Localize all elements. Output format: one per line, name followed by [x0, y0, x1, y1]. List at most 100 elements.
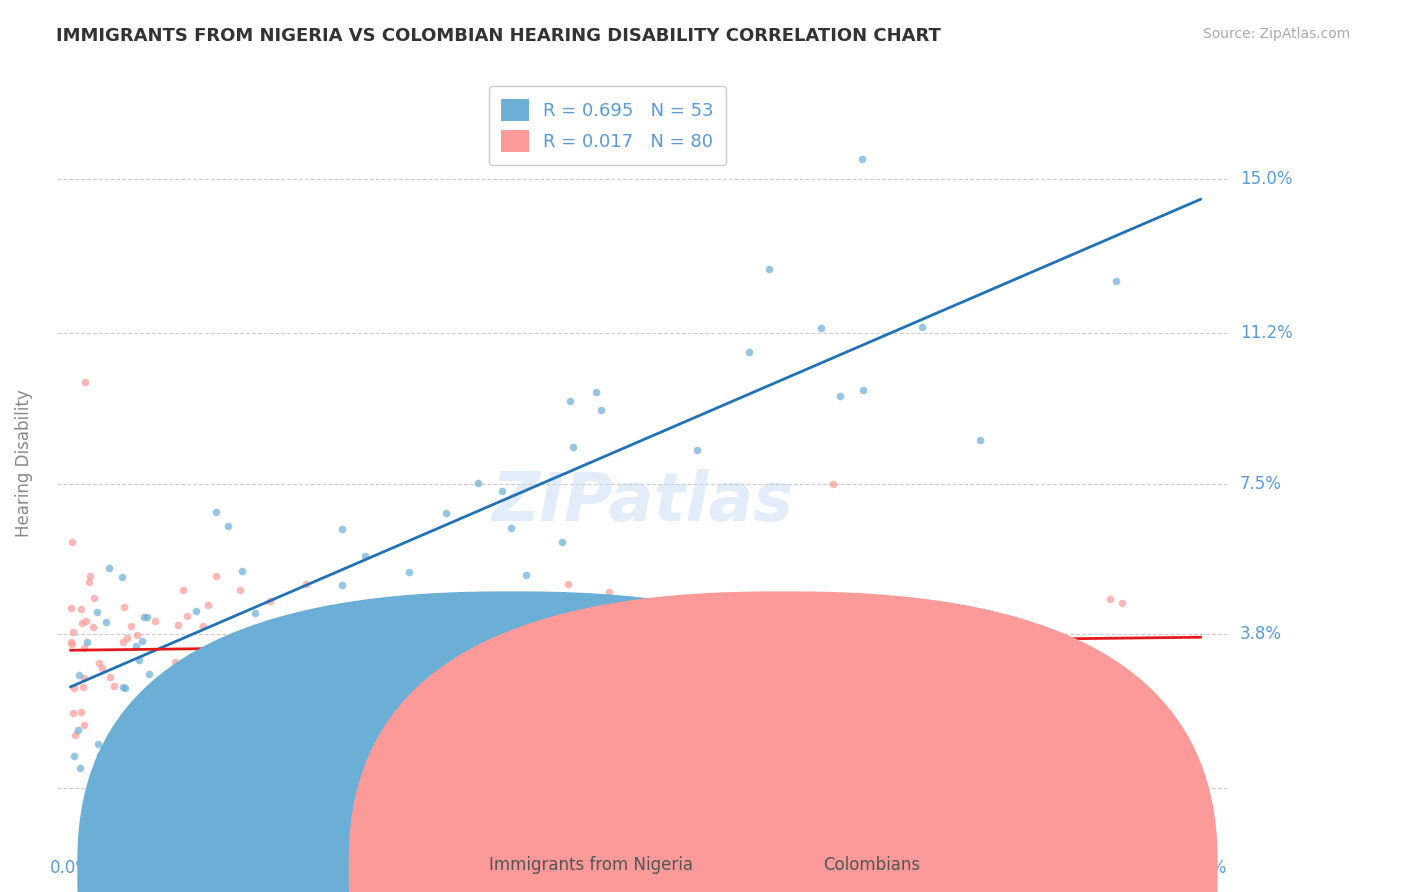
Point	[321, 648, 343, 663]
Point	[73, 640, 96, 655]
Point	[60, 600, 83, 615]
Point	[243, 607, 266, 621]
Text: 7.5%: 7.5%	[1240, 475, 1282, 492]
Point	[197, 598, 219, 612]
Point	[515, 568, 537, 582]
Point	[217, 518, 239, 533]
Point	[231, 564, 253, 578]
Point	[98, 670, 121, 684]
Point	[533, 615, 555, 629]
Point	[229, 582, 252, 597]
Point	[67, 723, 90, 737]
Point	[70, 615, 93, 630]
Point	[454, 681, 477, 695]
Point	[852, 383, 875, 397]
Point	[184, 604, 207, 618]
Point	[120, 619, 142, 633]
Point	[585, 385, 607, 400]
Point	[136, 761, 159, 775]
Point	[1105, 274, 1128, 288]
Point	[295, 577, 318, 591]
Point	[405, 630, 427, 644]
Point	[167, 618, 190, 632]
Point	[557, 576, 579, 591]
Point	[205, 569, 228, 583]
Point	[551, 535, 574, 549]
Point	[281, 644, 304, 658]
Point	[851, 152, 873, 166]
Point	[686, 442, 709, 457]
Point	[398, 565, 420, 579]
Point	[434, 506, 457, 520]
Point	[114, 681, 136, 695]
Point	[467, 476, 489, 491]
Point	[738, 344, 761, 359]
Point	[911, 319, 934, 334]
Point	[73, 718, 96, 732]
Point	[62, 624, 84, 639]
Point	[112, 635, 135, 649]
Point	[259, 594, 281, 608]
Point	[834, 711, 856, 725]
Y-axis label: Hearing Disability: Hearing Disability	[15, 390, 32, 537]
Point	[76, 634, 98, 648]
Point	[79, 568, 101, 582]
Point	[112, 680, 135, 694]
Point	[86, 605, 108, 619]
Point	[548, 685, 571, 699]
Point	[128, 653, 150, 667]
Point	[495, 682, 517, 697]
Point	[125, 639, 148, 653]
Point	[361, 628, 384, 642]
Point	[191, 619, 214, 633]
Point	[73, 375, 96, 389]
Legend: R = 0.695   N = 53, R = 0.017   N = 80: R = 0.695 N = 53, R = 0.017 N = 80	[489, 87, 727, 165]
Point	[149, 692, 172, 706]
Point	[176, 608, 198, 623]
Point	[453, 652, 475, 666]
Point	[449, 599, 471, 614]
Point	[87, 737, 110, 751]
Text: IMMIGRANTS FROM NIGERIA VS COLOMBIAN HEARING DISABILITY CORRELATION CHART: IMMIGRANTS FROM NIGERIA VS COLOMBIAN HEA…	[56, 27, 941, 45]
Point	[562, 440, 585, 454]
Point	[758, 261, 780, 276]
Point	[62, 636, 84, 650]
Point	[75, 614, 97, 628]
Point	[72, 680, 94, 694]
Point	[103, 679, 125, 693]
Point	[89, 747, 111, 762]
Point	[969, 434, 991, 448]
Point	[111, 570, 134, 584]
Point	[207, 640, 229, 655]
Point	[82, 620, 104, 634]
Point	[204, 661, 226, 675]
Point	[163, 687, 186, 701]
Point	[149, 761, 172, 775]
Point	[65, 729, 87, 743]
Point	[132, 609, 155, 624]
Point	[828, 389, 851, 403]
Point	[184, 650, 207, 665]
Point	[122, 713, 145, 727]
Text: 15.0%: 15.0%	[1240, 170, 1292, 188]
Point	[91, 660, 114, 674]
Point	[131, 633, 153, 648]
Point	[245, 661, 267, 675]
Point	[77, 575, 100, 590]
Point	[353, 549, 375, 563]
Point	[409, 656, 432, 670]
Point	[823, 476, 845, 491]
Point	[598, 584, 620, 599]
Point	[243, 640, 266, 655]
Point	[205, 505, 228, 519]
Point	[73, 671, 96, 685]
Text: 11.2%: 11.2%	[1240, 325, 1292, 343]
Point	[69, 705, 91, 719]
Point	[357, 648, 380, 662]
Text: Colombians: Colombians	[823, 856, 921, 874]
Point	[1098, 592, 1121, 607]
Point	[62, 749, 84, 764]
Point	[810, 321, 832, 335]
Point	[63, 681, 86, 695]
Point	[631, 657, 654, 672]
